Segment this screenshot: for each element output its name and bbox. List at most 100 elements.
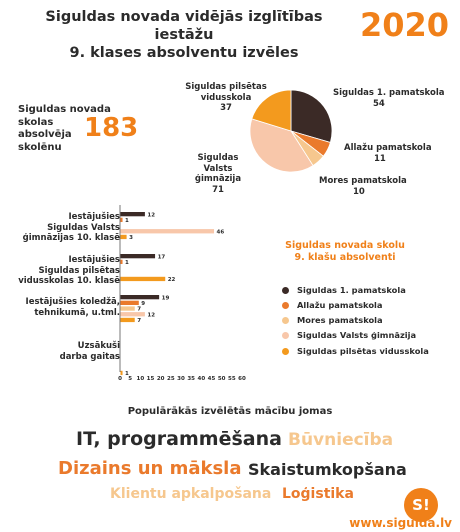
- footer-url[interactable]: www.sigulda.lv: [349, 516, 452, 530]
- total-label-line-1: Siguldas novada skolas: [18, 104, 111, 128]
- bar-group-label-line: Iestājušies koledžā,: [25, 297, 120, 307]
- pie-label-value: 11: [374, 153, 386, 164]
- bar-mark: [120, 300, 139, 305]
- bar-group-label-line: darba gaitas: [59, 351, 120, 362]
- pie-chart: [249, 89, 333, 173]
- bar-mark: [120, 254, 156, 259]
- pie-label-value: 71: [212, 184, 224, 195]
- field-skaistumkopsana: Skaistumkopšana: [248, 460, 407, 479]
- title-line-2: 9. klases absolventu izvēles: [69, 45, 299, 61]
- bar-mark: [120, 212, 145, 217]
- legend-label: Mores pamatskola: [297, 315, 383, 325]
- bar-mark: [120, 217, 123, 222]
- title-line-1: Siguldas novada vidējās izglītības iestā…: [45, 9, 323, 43]
- field-klientu: Klientu apkalpošana: [110, 486, 272, 502]
- pie-slice-siguldas-1: [290, 89, 333, 143]
- bar-mark: [120, 317, 135, 323]
- legend-title: Siguldas novada skolu 9. klašu absolvent…: [270, 240, 420, 264]
- bar-value-label: 1: [125, 218, 129, 224]
- legend-label: Siguldas 1. pamatskola: [297, 285, 406, 295]
- legend-item: Siguldas Valsts ģimnāzija: [282, 330, 416, 340]
- bar-group-label-line: Uzsākuši: [77, 341, 120, 351]
- bar-value-label: 17: [158, 254, 166, 260]
- sigulda-logo: S!: [404, 488, 438, 522]
- bar-tick-label: 45: [208, 376, 216, 382]
- bar-value-label: 1: [125, 260, 129, 266]
- fields-heading: Populārākās izvēlētās mācību jomas: [127, 406, 333, 417]
- bar-value-label: 7: [137, 307, 141, 313]
- pie-label-pilsetas: Siguldas pilsētas vidusskola 37: [184, 82, 268, 114]
- bar-tick-label: 50: [218, 376, 226, 382]
- bar-group-label-line: Iestājušies: [68, 212, 120, 222]
- bar-group-label-darbs: Uzsākuši darba gaitas: [60, 341, 120, 362]
- bar-value-label: 12: [147, 212, 155, 218]
- year-label: 2020: [360, 6, 450, 44]
- pie-label-text: Siguldas pilsētas: [185, 82, 267, 92]
- bar-value-label: 19: [162, 295, 170, 301]
- pie-slice-pilsetas: [251, 89, 292, 132]
- bar-group-label-line: ģimnāzijas 10. klasē: [22, 233, 120, 243]
- bar-group-label-valsts: Iestājušies Siguldas Valsts ģimnāzijas 1…: [23, 212, 120, 244]
- bar-tick-label: 15: [147, 376, 155, 382]
- pie-label-value: 37: [220, 103, 232, 113]
- bar-group-label-line: Siguldas pilsētas: [38, 265, 120, 276]
- bar-tick-label: 60: [238, 376, 246, 382]
- bar-mark: [120, 259, 123, 264]
- bar-tick-label: 40: [198, 376, 206, 382]
- bar-value-label: 9: [141, 301, 145, 307]
- legend-item: Mores pamatskola: [282, 315, 383, 325]
- pie-label-text: Mores pamatskola: [319, 176, 407, 186]
- chart-title: Siguldas novada vidējās izglītības iestā…: [14, 8, 354, 62]
- bar-value-label: 22: [168, 277, 176, 283]
- bar-group-label-line: Iestājušies: [68, 255, 120, 265]
- legend-swatch: [282, 301, 289, 309]
- legend-swatch: [282, 286, 289, 294]
- bar-tick-label: 0: [118, 376, 122, 382]
- legend-item: Allažu pamatskola: [282, 300, 382, 310]
- bar-value-label: 46: [217, 229, 225, 235]
- total-label: Siguldas novada skolas absolvēja skolēnu: [18, 104, 118, 154]
- bar-group-label-koledza: Iestājušies koledžā, tehnikumā, u.tml.: [26, 297, 120, 318]
- bar-mark: [120, 295, 160, 300]
- pie-label-text: ģimnāzija: [194, 174, 242, 184]
- bar-mark: [120, 234, 127, 240]
- pie-label-value: 10: [353, 186, 365, 197]
- pie-label-value: 54: [373, 98, 385, 109]
- bar-tick-label: 55: [228, 376, 236, 382]
- bar-tick-label: 5: [128, 376, 132, 382]
- bar-group-label-line: Siguldas Valsts: [47, 222, 120, 233]
- legend-swatch: [282, 347, 289, 355]
- bar-mark: [120, 306, 135, 311]
- bar-tick-label: 25: [167, 376, 175, 382]
- field-buvnieciba: Būvniecība: [288, 430, 394, 450]
- field-it: IT, programmēšana: [76, 428, 282, 450]
- bar-value-label: 7: [137, 318, 141, 324]
- legend-title-line-1: Siguldas novada skolu: [285, 240, 405, 251]
- legend-title-line-2: 9. klašu absolventi: [294, 252, 396, 263]
- bar-value-label: 1: [125, 371, 129, 377]
- bar-value-label: 12: [147, 312, 155, 318]
- legend-item: Siguldas 1. pamatskola: [282, 285, 406, 295]
- bar-mark: [120, 229, 215, 234]
- legend-swatch: [282, 316, 289, 324]
- legend-item: Siguldas pilsētas vidusskola: [282, 346, 429, 356]
- bar-tick-label: 20: [157, 376, 165, 382]
- legend-label: Siguldas pilsētas vidusskola: [297, 346, 429, 356]
- total-value: 183: [84, 113, 139, 143]
- pie-label-text: Allažu pamatskola: [344, 143, 432, 153]
- bar-mark: [120, 312, 145, 317]
- bar-group-label-line: vidusskolas 10. klasē: [18, 276, 120, 286]
- bar-mark: [120, 370, 123, 376]
- legend-label: Allažu pamatskola: [297, 300, 383, 310]
- pie-label-text: Siguldas 1. pamatskola: [333, 88, 445, 98]
- bar-group-label-pilsetas: Iestājušies Siguldas pilsētas vidusskola…: [18, 255, 120, 287]
- pie-label-text: vidusskola: [200, 92, 252, 103]
- pie-label-allazu: Allažu pamatskola 11: [344, 143, 432, 164]
- bar-value-label: 3: [129, 235, 133, 241]
- bar-group-label-line: tehnikumā, u.tml.: [34, 307, 120, 318]
- total-label-line-2: absolvēja: [18, 129, 72, 140]
- legend-swatch: [282, 331, 289, 339]
- bar-mark: [120, 276, 166, 282]
- field-logistika: Loģistika: [282, 486, 354, 502]
